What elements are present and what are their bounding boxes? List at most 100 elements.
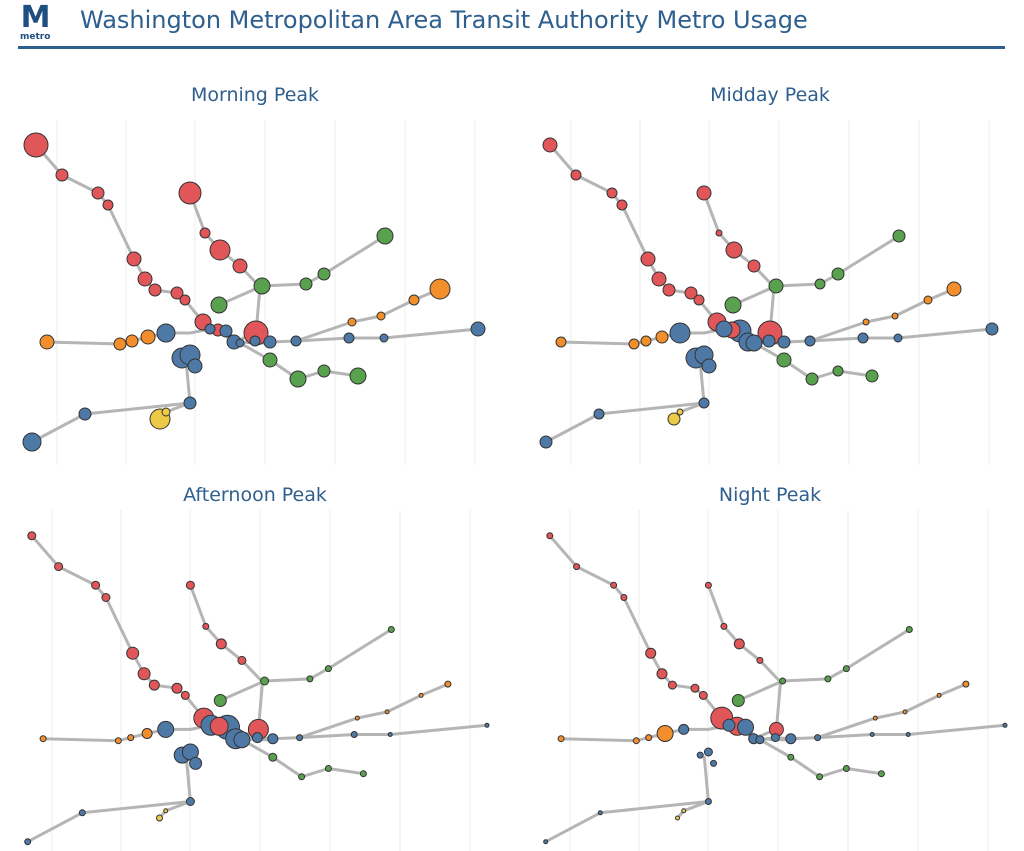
station-green-16[interactable] (253, 277, 271, 295)
station-blue-38[interactable] (593, 408, 605, 420)
station-red-3[interactable] (616, 199, 628, 211)
station-blue-48[interactable] (905, 732, 911, 737)
station-blue-36[interactable] (701, 358, 717, 374)
station-red-11[interactable] (733, 638, 745, 650)
station-yellow-50[interactable] (667, 412, 681, 426)
station-green-23[interactable] (842, 765, 850, 772)
station-green-20[interactable] (892, 229, 906, 243)
station-blue-37[interactable] (185, 797, 195, 806)
station-green-19[interactable] (317, 267, 331, 281)
station-orange-27[interactable] (640, 335, 652, 347)
station-blue-44[interactable] (762, 334, 776, 348)
station-blue-49[interactable] (1002, 722, 1008, 728)
station-red-1[interactable] (54, 562, 64, 572)
station-green-17[interactable] (724, 296, 742, 314)
station-red-14[interactable] (209, 716, 229, 736)
station-green-18[interactable] (824, 675, 832, 683)
station-blue-38[interactable] (78, 809, 86, 817)
station-red-10[interactable] (202, 622, 210, 630)
station-orange-30[interactable] (891, 312, 899, 320)
station-orange-31[interactable] (923, 295, 933, 305)
station-blue-37[interactable] (704, 798, 712, 805)
station-blue-43[interactable] (235, 338, 245, 348)
station-blue-40[interactable] (715, 320, 733, 338)
station-red-12[interactable] (237, 655, 247, 665)
station-blue-33[interactable] (156, 323, 176, 343)
station-blue-43[interactable] (745, 334, 763, 352)
station-orange-27[interactable] (127, 734, 135, 742)
station-blue-39[interactable] (543, 839, 549, 845)
station-orange-28[interactable] (656, 725, 674, 742)
station-orange-25[interactable] (557, 735, 565, 743)
station-green-16[interactable] (768, 278, 784, 294)
station-orange-26[interactable] (113, 337, 127, 351)
station-red-2[interactable] (610, 581, 618, 589)
station-red-2[interactable] (91, 186, 105, 200)
station-blue-37[interactable] (698, 397, 710, 409)
station-red-0[interactable] (23, 132, 49, 158)
station-red-5[interactable] (137, 271, 153, 287)
station-red-9[interactable] (178, 181, 202, 205)
station-blue-36[interactable] (187, 358, 203, 374)
station-red-4[interactable] (645, 647, 657, 659)
station-red-5[interactable] (651, 271, 667, 287)
station-blue-45[interactable] (777, 335, 791, 349)
station-red-1[interactable] (573, 563, 581, 571)
station-green-21[interactable] (776, 352, 792, 368)
station-red-4[interactable] (126, 646, 140, 660)
station-red-8[interactable] (180, 690, 190, 700)
station-green-22[interactable] (298, 773, 306, 781)
station-orange-25[interactable] (39, 334, 55, 350)
station-red-5[interactable] (656, 668, 668, 680)
station-red-2[interactable] (606, 187, 618, 199)
station-green-19[interactable] (842, 665, 850, 673)
station-orange-32[interactable] (444, 680, 452, 688)
station-orange-27[interactable] (125, 334, 139, 348)
station-red-7[interactable] (171, 682, 183, 694)
station-red-6[interactable] (667, 680, 677, 690)
station-green-16[interactable] (779, 677, 787, 685)
station-green-17[interactable] (210, 296, 228, 314)
station-red-7[interactable] (684, 286, 698, 300)
station-blue-48[interactable] (379, 333, 389, 343)
station-orange-28[interactable] (655, 330, 669, 344)
station-blue-49[interactable] (470, 321, 486, 337)
station-blue-38[interactable] (597, 810, 603, 816)
station-green-18[interactable] (299, 277, 313, 291)
station-blue-44[interactable] (770, 733, 780, 743)
station-red-1[interactable] (55, 168, 69, 182)
station-blue-40[interactable] (204, 323, 216, 335)
station-blue-41[interactable] (219, 324, 233, 338)
station-blue-41[interactable] (737, 718, 754, 736)
station-orange-29[interactable] (354, 715, 360, 721)
station-red-11[interactable] (725, 241, 743, 259)
station-green-21[interactable] (262, 352, 278, 368)
station-green-18[interactable] (306, 675, 314, 683)
station-blue-33[interactable] (157, 720, 175, 738)
station-orange-30[interactable] (384, 709, 390, 715)
station-red-7[interactable] (690, 683, 700, 693)
station-red-8[interactable] (698, 690, 708, 700)
station-orange-29[interactable] (862, 318, 870, 326)
station-red-3[interactable] (620, 594, 628, 601)
station-blue-40[interactable] (722, 718, 736, 732)
station-orange-32[interactable] (429, 278, 451, 300)
station-blue-47[interactable] (343, 332, 355, 344)
station-red-6[interactable] (662, 283, 676, 297)
station-red-7[interactable] (170, 286, 184, 300)
station-blue-48[interactable] (893, 333, 903, 343)
station-blue-36[interactable] (189, 756, 203, 770)
station-red-10[interactable] (720, 622, 728, 630)
station-orange-26[interactable] (628, 338, 640, 350)
station-green-19[interactable] (831, 267, 845, 281)
station-orange-30[interactable] (376, 311, 386, 321)
station-green-21[interactable] (787, 753, 795, 761)
station-red-6[interactable] (148, 283, 162, 297)
station-orange-31[interactable] (418, 692, 424, 698)
station-red-8[interactable] (179, 294, 191, 306)
station-yellow-51[interactable] (676, 408, 684, 416)
station-red-11[interactable] (209, 239, 231, 261)
station-yellow-51[interactable] (161, 407, 171, 417)
station-red-4[interactable] (126, 251, 142, 267)
station-blue-46[interactable] (296, 734, 304, 742)
